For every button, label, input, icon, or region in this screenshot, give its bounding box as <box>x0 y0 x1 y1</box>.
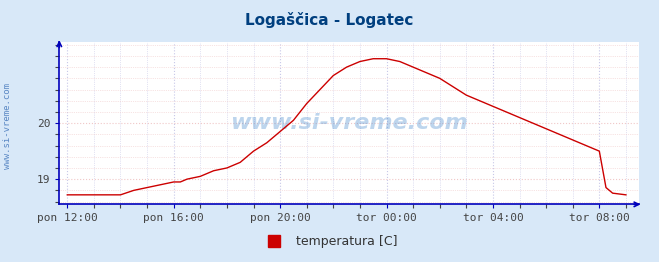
Text: www.si-vreme.com: www.si-vreme.com <box>231 113 468 133</box>
Text: Logaščica - Logatec: Logaščica - Logatec <box>245 12 414 28</box>
Text: www.si-vreme.com: www.si-vreme.com <box>3 83 13 169</box>
Legend: temperatura [C]: temperatura [C] <box>256 230 403 253</box>
